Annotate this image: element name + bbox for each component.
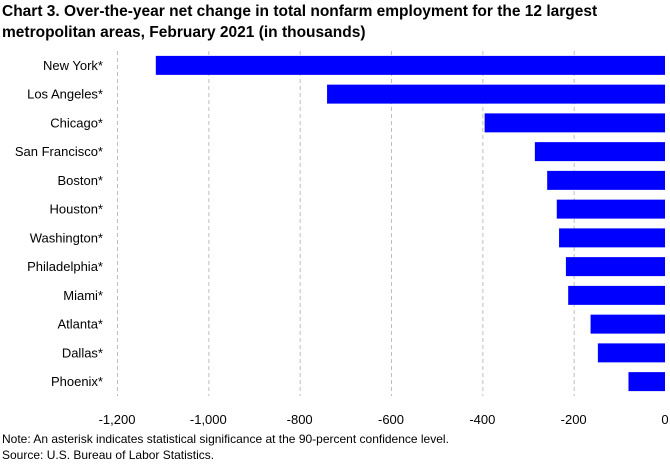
category-label: Atlanta* — [57, 317, 103, 332]
category-label: San Francisco* — [15, 144, 103, 159]
bar — [556, 199, 665, 219]
x-tick-label: -600 — [378, 412, 404, 427]
x-tick-label: -1,200 — [99, 412, 136, 427]
category-label: Boston* — [57, 173, 103, 188]
bar — [484, 113, 665, 133]
bar — [597, 343, 665, 363]
category-label: Houston* — [50, 202, 103, 217]
chart-note: Note: An asterisk indicates statistical … — [2, 432, 449, 446]
gridlines — [117, 51, 575, 396]
bar — [547, 170, 665, 190]
bar — [155, 55, 666, 75]
chart-title: Chart 3. Over-the-year net change in tot… — [2, 3, 598, 41]
bar — [559, 228, 665, 248]
x-tick-label: -200 — [561, 412, 587, 427]
x-axis-tick-labels: -1,200 -1,000 -800 -600 -400 -200 0 — [99, 412, 669, 427]
bar — [590, 314, 665, 334]
x-tick-label: 0 — [661, 412, 668, 427]
x-tick-label: -400 — [469, 412, 495, 427]
bar — [534, 142, 665, 162]
category-label: Chicago* — [50, 115, 103, 130]
category-label: Los Angeles* — [27, 87, 103, 102]
category-label: New York* — [43, 58, 103, 73]
category-labels: New York* Los Angeles* Chicago* San Francis… — [15, 58, 103, 389]
x-tick-label: -800 — [287, 412, 313, 427]
bar-chart: New York* Los Angeles* Chicago* San Francis… — [15, 51, 669, 427]
category-label: Miami* — [63, 288, 103, 303]
category-label: Washington* — [30, 230, 103, 245]
bar — [568, 285, 665, 305]
category-label: Phoenix* — [51, 374, 103, 389]
chart-source: Source: U.S. Bureau of Labor Statistics. — [2, 448, 215, 462]
category-label: Dallas* — [62, 345, 103, 360]
bar — [628, 372, 665, 392]
bar — [565, 257, 665, 277]
category-label: Philadelphia* — [27, 259, 103, 274]
bars — [155, 55, 666, 392]
x-tick-label: -1,000 — [190, 412, 227, 427]
bar — [327, 84, 665, 104]
